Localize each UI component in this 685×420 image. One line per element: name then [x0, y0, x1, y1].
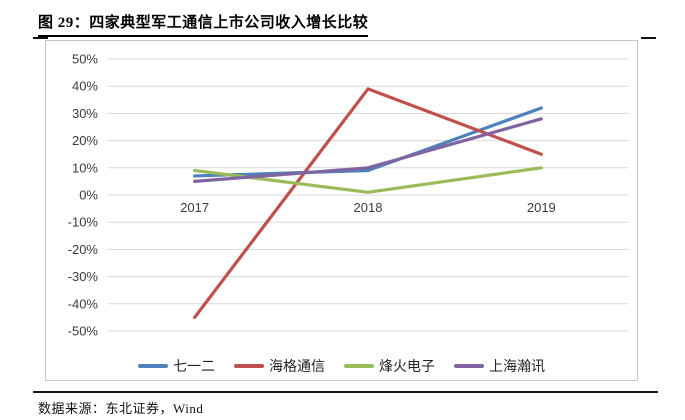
series-line [193, 106, 543, 178]
legend-line-swatch-icon [454, 364, 484, 368]
legend-item: 海格通信 [234, 356, 325, 376]
line-chart: 50% 40% 30% 20% 10% 0% -10% -20% -30% -40% -50% 201… [68, 52, 628, 339]
legend-label: 上海瀚讯 [489, 360, 545, 375]
left-edge-rule-mark [33, 37, 48, 39]
y-tick-label: -20% [68, 242, 99, 257]
legend-item: 上海瀚讯 [454, 356, 545, 376]
y-tick-label: -10% [68, 215, 99, 230]
legend-item: 七一二 [138, 356, 215, 376]
legend-item: 烽火电子 [344, 356, 435, 376]
right-edge-rule-mark [641, 37, 656, 39]
y-tick-label: 0% [79, 188, 98, 203]
legend-line-swatch-icon [344, 364, 374, 368]
x-tick-label: 2017 [180, 200, 209, 215]
y-tick-label: 30% [72, 106, 98, 121]
data-source-note: 数据来源：东北证券，Wind [38, 401, 204, 416]
series-line [193, 87, 543, 319]
legend-label: 烽火电子 [379, 360, 435, 375]
legend-label: 七一二 [173, 360, 215, 375]
x-tick-label: 2019 [527, 200, 556, 215]
series-line [193, 117, 543, 183]
legend-line-swatch-icon [234, 364, 264, 368]
y-tick-label: 50% [72, 52, 98, 67]
legend-line-swatch-icon [138, 364, 168, 368]
chart-legend: 七一二 海格通信 烽火电子 上海瀚讯 [46, 355, 637, 377]
y-tick-label: -50% [68, 324, 99, 339]
y-tick-label: 40% [72, 79, 98, 94]
x-tick-label: 2018 [354, 200, 383, 215]
y-tick-label: 20% [72, 133, 98, 148]
bottom-divider-rule [33, 391, 658, 393]
y-tick-label: -30% [68, 269, 99, 284]
figure-title: 图 29：四家典型军工通信上市公司收入增长比较 [38, 11, 369, 37]
y-tick-label: 10% [72, 160, 98, 175]
chart-frame: 50% 40% 30% 20% 10% 0% -10% -20% -30% -40% -50% 201… [45, 40, 638, 381]
legend-label: 海格通信 [269, 360, 325, 375]
y-tick-label: -40% [68, 296, 99, 311]
